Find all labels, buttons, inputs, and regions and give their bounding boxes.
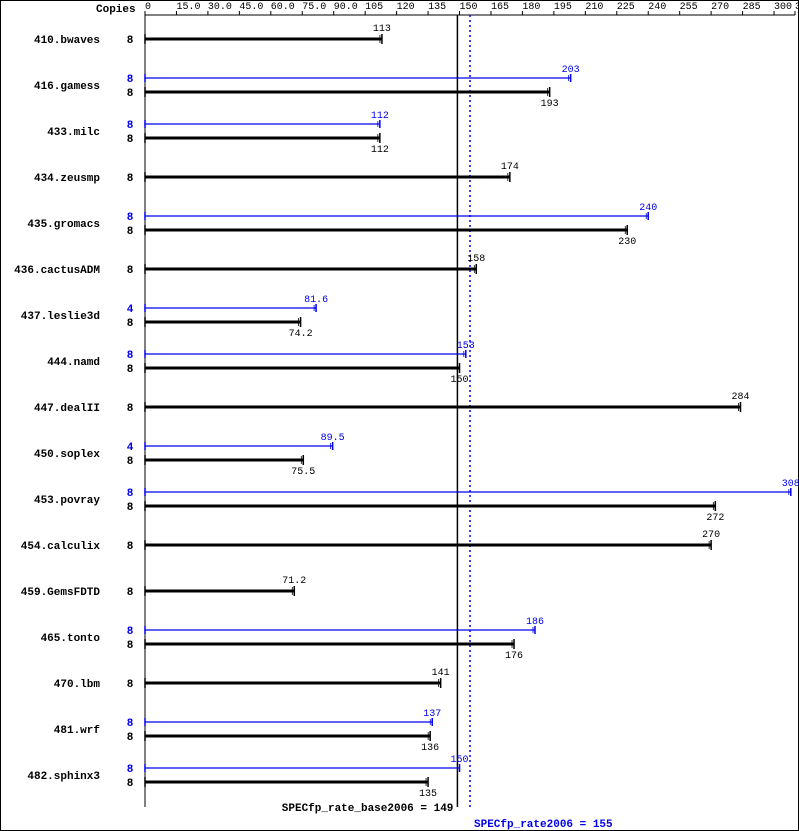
peak-value-label: 137 — [423, 709, 441, 720]
peak-copies: 8 — [127, 488, 134, 500]
base-value-label: 75.5 — [291, 467, 315, 478]
base-value-label: 74.2 — [289, 329, 313, 340]
peak-value-label: 81.6 — [304, 295, 328, 306]
base-copies: 8 — [127, 587, 134, 599]
base-value-label: 174 — [501, 162, 519, 173]
spec-rate-chart: Copies 0 15.0 30.0 45.0 60.0 75.0 90.0 105 120 135… — [0, 0, 799, 831]
peak-value-label: 89.5 — [321, 433, 345, 444]
base-copies: 8 — [127, 88, 134, 100]
base-value-label: 158 — [467, 254, 485, 265]
benchmark-name: 435.gromacs — [27, 219, 100, 231]
x-tick-label: 15.0 — [176, 2, 200, 13]
benchmark-name: 465.tonto — [41, 633, 101, 645]
benchmark-name: 437.leslie3d — [21, 311, 100, 323]
base-value-label: 230 — [618, 237, 636, 248]
peak-value-label: 186 — [526, 617, 544, 628]
x-tick-label: 300 — [774, 2, 792, 13]
x-tick-label: 135 — [428, 2, 446, 13]
base-copies: 8 — [127, 173, 134, 185]
benchmark-name: 454.calculix — [21, 541, 101, 553]
x-tick-label: 150 — [460, 2, 478, 13]
benchmark-name: 436.cactusADM — [14, 265, 100, 277]
peak-value-label: 203 — [562, 65, 580, 76]
base-value-label: 193 — [541, 99, 559, 110]
chart-border — [1, 1, 799, 831]
benchmark-name: 447.dealII — [34, 403, 100, 415]
base-value-label: 113 — [373, 24, 391, 35]
base-copies: 8 — [127, 318, 134, 330]
benchmark-name: 482.sphinx3 — [27, 771, 100, 783]
base-copies: 8 — [127, 35, 134, 47]
peak-value-label: 308 — [782, 479, 799, 490]
peak-copies: 8 — [127, 626, 134, 638]
x-tick-label: 90.0 — [334, 2, 358, 13]
x-tick-label: 255 — [680, 2, 698, 13]
x-tick-label: 310 — [795, 2, 799, 13]
x-tick-label: 75.0 — [302, 2, 326, 13]
base-value-label: 135 — [419, 789, 437, 800]
peak-value-label: 153 — [457, 341, 475, 352]
base-copies: 8 — [127, 364, 134, 376]
x-tick-label: 285 — [743, 2, 761, 13]
peak-copies: 8 — [127, 718, 134, 730]
base-value-label: 141 — [432, 668, 450, 679]
base-copies: 8 — [127, 456, 134, 468]
base-copies: 8 — [127, 134, 134, 146]
base-value-label: 150 — [451, 375, 469, 386]
x-tick-label: 30.0 — [208, 2, 232, 13]
base-copies: 8 — [127, 541, 134, 553]
benchmark-name: 444.namd — [47, 357, 100, 369]
peak-copies: 4 — [127, 442, 134, 454]
peak-reference-label: SPECfp_rate2006 = 155 — [474, 819, 613, 831]
peak-value-label: 112 — [371, 111, 389, 122]
benchmark-name: 450.soplex — [34, 449, 100, 461]
benchmark-name: 433.milc — [47, 127, 100, 139]
x-tick-label: 0 — [145, 2, 151, 13]
base-copies: 8 — [127, 732, 134, 744]
base-copies: 8 — [127, 778, 134, 790]
x-tick-label: 105 — [365, 2, 383, 13]
base-copies: 8 — [127, 679, 134, 691]
peak-copies: 8 — [127, 764, 134, 776]
base-value-label: 112 — [371, 145, 389, 156]
peak-copies: 8 — [127, 350, 134, 362]
peak-copies: 8 — [127, 212, 134, 224]
base-value-label: 270 — [702, 530, 720, 541]
base-value-label: 136 — [421, 743, 439, 754]
copies-header: Copies — [96, 4, 136, 16]
peak-copies: 4 — [127, 304, 134, 316]
x-tick-label: 240 — [648, 2, 666, 13]
benchmark-name: 459.GemsFDTD — [21, 587, 101, 599]
x-tick-label: 225 — [617, 2, 635, 13]
base-copies: 8 — [127, 502, 134, 514]
benchmark-name: 481.wrf — [54, 725, 101, 737]
base-reference-label: SPECfp_rate_base2006 = 149 — [282, 803, 454, 815]
base-copies: 8 — [127, 640, 134, 652]
benchmark-name: 410.bwaves — [34, 35, 100, 47]
x-tick-label: 60.0 — [271, 2, 295, 13]
x-tick-label: 45.0 — [239, 2, 263, 13]
x-tick-label: 210 — [585, 2, 603, 13]
x-tick-label: 195 — [554, 2, 572, 13]
peak-copies: 8 — [127, 120, 134, 132]
x-tick-label: 270 — [711, 2, 729, 13]
base-copies: 8 — [127, 265, 134, 277]
base-copies: 8 — [127, 403, 134, 415]
benchmark-name: 453.povray — [34, 495, 100, 507]
x-tick-label: 180 — [522, 2, 540, 13]
benchmark-name: 434.zeusmp — [34, 173, 100, 185]
base-copies: 8 — [127, 226, 134, 238]
base-value-label: 284 — [731, 392, 749, 403]
base-value-label: 176 — [505, 651, 523, 662]
x-tick-label: 165 — [491, 2, 509, 13]
base-value-label: 272 — [706, 513, 724, 524]
benchmark-name: 416.gamess — [34, 81, 100, 93]
peak-copies: 8 — [127, 74, 134, 86]
base-value-label: 71.2 — [282, 576, 306, 587]
peak-value-label: 240 — [639, 203, 657, 214]
x-tick-label: 120 — [397, 2, 415, 13]
peak-value-label: 150 — [451, 755, 469, 766]
benchmark-name: 470.lbm — [54, 679, 101, 691]
